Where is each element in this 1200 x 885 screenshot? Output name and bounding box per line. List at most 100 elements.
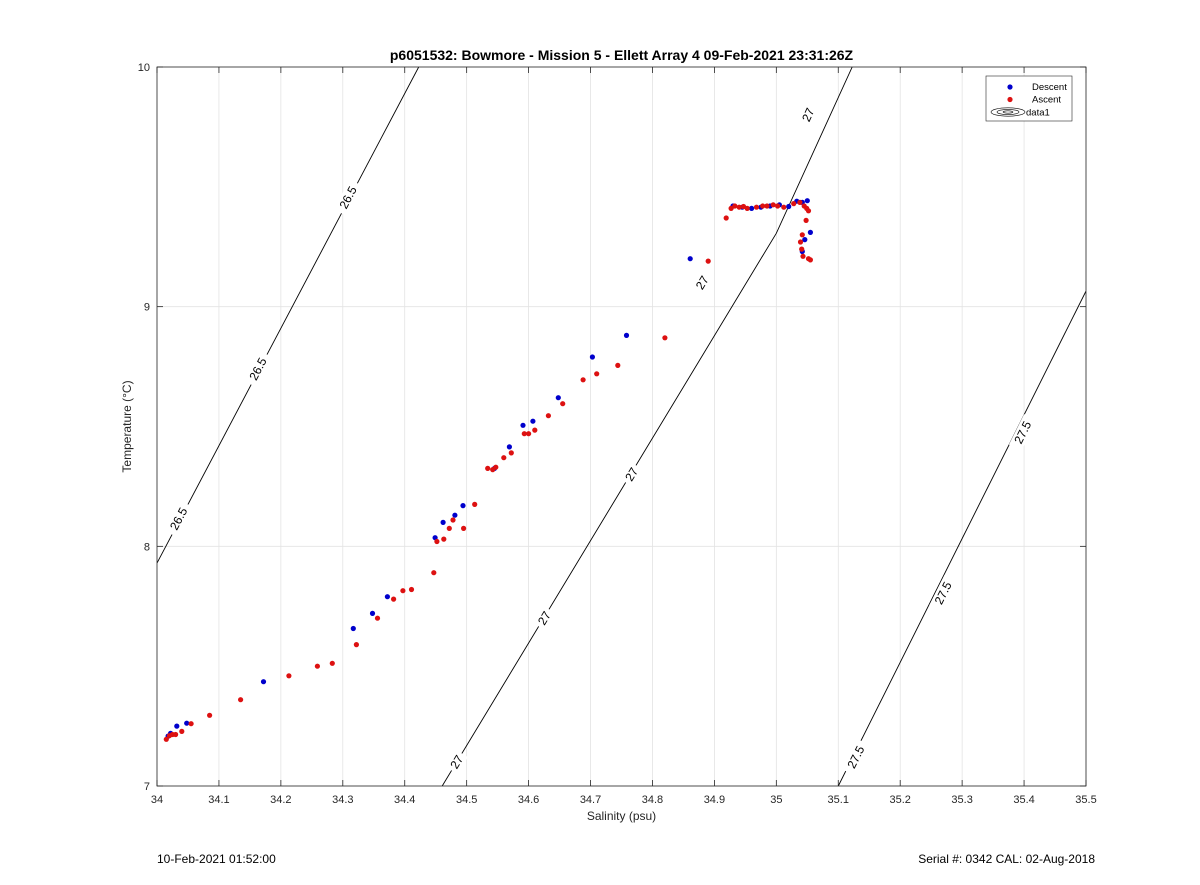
footer-serial-info: Serial #: 0342 CAL: 02-Aug-2018 bbox=[918, 852, 1095, 866]
ascent-point bbox=[615, 362, 621, 368]
legend-box bbox=[985, 75, 1073, 122]
contour-label-bg bbox=[620, 462, 643, 487]
x-tick-label: 34.2 bbox=[270, 794, 291, 806]
ascent-point bbox=[173, 731, 179, 738]
ascent-point bbox=[560, 401, 566, 407]
descent-point bbox=[807, 229, 814, 235]
x-tick-label: 35.2 bbox=[889, 794, 910, 806]
ascent-point bbox=[485, 465, 491, 471]
descent-point bbox=[520, 422, 526, 428]
contour-label-group: 27 bbox=[797, 102, 819, 127]
descent-point bbox=[506, 444, 512, 450]
ascent-point bbox=[314, 663, 320, 669]
contour-line-27 bbox=[441, 67, 853, 786]
ascent-point bbox=[760, 203, 766, 209]
contour-label-bg bbox=[691, 270, 714, 295]
ascent-point bbox=[800, 253, 806, 259]
ascent-point bbox=[461, 525, 467, 532]
ascent-point bbox=[580, 377, 586, 383]
contour-label: 27 bbox=[622, 465, 641, 484]
contour-label-bg bbox=[842, 738, 870, 776]
ascent-point bbox=[799, 232, 805, 238]
ascent-point bbox=[508, 450, 514, 456]
ascent-point bbox=[431, 570, 437, 576]
ascent-point bbox=[753, 204, 760, 210]
contour-label-group: 27 bbox=[691, 270, 714, 295]
x-tick-label: 34 bbox=[151, 794, 163, 806]
ascent-point bbox=[594, 371, 600, 377]
ascent-point bbox=[723, 215, 729, 221]
plot-background bbox=[157, 67, 1086, 786]
contour-line-26-5 bbox=[157, 67, 420, 564]
descent-point bbox=[749, 205, 755, 211]
ascent-point bbox=[472, 501, 478, 507]
ascent-point bbox=[764, 203, 770, 209]
ascent-point bbox=[732, 203, 738, 209]
y-axis-label: Temperature (°C) bbox=[120, 380, 134, 472]
contour-label-group: 27 bbox=[533, 606, 556, 631]
ascent-point bbox=[434, 538, 440, 545]
ascent-point bbox=[736, 204, 742, 210]
descent-point bbox=[687, 256, 693, 262]
ascent-point bbox=[400, 588, 406, 594]
descent-point bbox=[623, 332, 630, 338]
legend-data1-label: data1 bbox=[1026, 108, 1050, 119]
contour-label-bg bbox=[445, 749, 468, 775]
ascent-point bbox=[662, 335, 668, 341]
x-tick-label: 34.3 bbox=[332, 794, 353, 806]
ascent-point bbox=[744, 205, 750, 211]
descent-point bbox=[350, 625, 356, 632]
descent-point bbox=[260, 679, 267, 685]
ascent-point bbox=[207, 712, 213, 718]
x-tick-label: 35 bbox=[770, 794, 782, 806]
ascent-point bbox=[353, 642, 359, 648]
contour-label-bg bbox=[533, 606, 556, 631]
x-tick-label: 35.5 bbox=[1075, 794, 1096, 806]
grid-lines bbox=[156, 66, 1087, 787]
descent-point bbox=[460, 503, 466, 509]
x-tick-label: 34.7 bbox=[580, 794, 601, 806]
descent-point bbox=[589, 354, 596, 360]
x-tick-label: 35.4 bbox=[1013, 794, 1034, 806]
ascent-point bbox=[803, 217, 809, 223]
ascent-point bbox=[493, 464, 499, 470]
ascent-point bbox=[163, 736, 169, 742]
ascent-point bbox=[791, 201, 797, 207]
legend[interactable]: Descent Ascent data1 bbox=[985, 75, 1073, 122]
y-tick-label: 7 bbox=[144, 781, 150, 793]
y-tick-label: 8 bbox=[144, 541, 150, 553]
ascent-point bbox=[770, 202, 776, 208]
ascent-point bbox=[446, 525, 452, 532]
ascent-point bbox=[238, 697, 244, 703]
ascent-point bbox=[797, 199, 803, 205]
descent-point bbox=[786, 203, 792, 210]
descent-point bbox=[802, 237, 808, 243]
ascent-point bbox=[705, 258, 711, 264]
x-tick-label: 35.1 bbox=[828, 794, 849, 806]
contour-label: 27 bbox=[693, 273, 712, 292]
ascent-point bbox=[545, 413, 552, 419]
contour-label-bg bbox=[1008, 414, 1037, 451]
contour-label-bg bbox=[333, 179, 363, 216]
data-points bbox=[163, 198, 814, 742]
x-tick-label: 34.9 bbox=[704, 794, 725, 806]
contour-label-bg bbox=[929, 574, 958, 612]
ascent-point bbox=[408, 586, 415, 593]
ascent-point bbox=[526, 431, 532, 437]
ascent-point bbox=[781, 204, 787, 210]
x-tick-label: 35.3 bbox=[951, 794, 972, 806]
ascent-point bbox=[188, 721, 194, 727]
ascent-point bbox=[286, 673, 292, 679]
ascent-point bbox=[450, 517, 456, 523]
chart-title: p6051532: Bowmore - Mission 5 - Ellett A… bbox=[390, 47, 854, 63]
legend-contour-icon bbox=[990, 107, 1026, 117]
contour-label-bg bbox=[243, 350, 273, 388]
ascent-point bbox=[441, 536, 447, 542]
contour-label: 27 bbox=[447, 752, 466, 771]
footer-timestamp: 10-Feb-2021 01:52:00 bbox=[157, 852, 276, 866]
contour-label: 27 bbox=[535, 609, 554, 628]
contour-label-group: 27 bbox=[445, 749, 468, 775]
y-tick-label: 9 bbox=[144, 302, 150, 314]
descent-point bbox=[452, 512, 458, 518]
